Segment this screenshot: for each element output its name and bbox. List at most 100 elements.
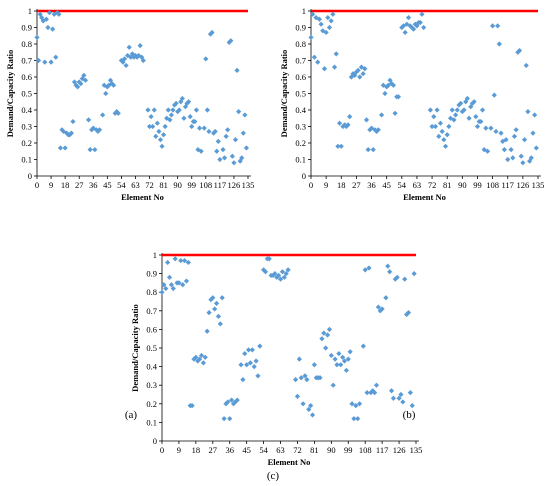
x-tick-label-b-10: 90 (458, 180, 467, 190)
data-point-c-66 (292, 377, 299, 383)
data-point-c-63 (281, 274, 287, 280)
data-point-a-118 (229, 153, 235, 159)
data-point-a-117 (228, 38, 234, 44)
data-point-c-45 (245, 347, 252, 353)
data-point-b-94 (474, 123, 481, 130)
data-point-a-6 (43, 16, 49, 22)
data-point-c-61 (277, 276, 284, 282)
data-point-c-96 (349, 401, 355, 407)
data-point-a-39 (96, 127, 103, 133)
data-point-b-28 (355, 67, 361, 73)
data-point-a-103 (204, 107, 210, 113)
data-point-a-59 (131, 54, 137, 60)
y-tick-label-a-5: 0.5 (21, 89, 32, 99)
data-point-b-125 (530, 130, 536, 136)
panel-label-b: (b) (403, 409, 416, 421)
data-point-c-51 (257, 343, 263, 349)
data-point-c-10 (178, 257, 184, 264)
x-tick-label-a-9: 81 (159, 180, 168, 190)
data-point-c-65 (285, 267, 291, 273)
data-point-c-102 (362, 267, 368, 273)
data-point-a-66 (145, 107, 151, 113)
data-point-a-52 (120, 59, 126, 65)
panel-label-c: (c) (267, 470, 280, 482)
data-point-b-63 (417, 19, 423, 26)
data-point-a-101 (201, 125, 207, 131)
y-tick-label-c-2: 0.2 (146, 399, 157, 409)
x-tick-label-a-11: 99 (187, 180, 196, 190)
data-point-c-75 (309, 412, 316, 418)
data-point-b-53 (400, 23, 407, 29)
y-tick-label-b-4: 0.4 (295, 105, 306, 115)
panel-label-a: (a) (125, 409, 138, 421)
data-point-a-72 (154, 120, 160, 126)
data-point-b-57 (407, 23, 413, 29)
data-point-b-107 (498, 130, 504, 136)
data-point-a-44 (106, 82, 112, 88)
data-point-c-74 (308, 403, 314, 409)
data-point-a-68 (148, 114, 154, 120)
data-point-c-21 (198, 352, 205, 359)
data-point-b-102 (490, 23, 496, 29)
x-tick-label-a-7: 63 (131, 180, 140, 190)
x-tick-label-c-7: 63 (276, 445, 285, 455)
data-point-c-35 (225, 399, 231, 405)
data-point-a-94 (189, 123, 195, 130)
data-point-b-72 (437, 120, 444, 126)
data-point-c-31 (217, 321, 223, 327)
data-point-b-4 (315, 59, 321, 65)
data-point-c-44 (244, 362, 250, 368)
x-tick-label-b-9: 81 (443, 180, 452, 190)
x-tick-label-a-8: 72 (145, 180, 154, 190)
data-point-b-11 (326, 24, 333, 31)
data-point-c-103 (364, 390, 370, 396)
y-tick-label-a-8: 0.8 (21, 39, 32, 49)
data-point-c-98 (353, 403, 359, 409)
data-point-b-64 (419, 11, 425, 17)
y-tick-label-b-0: 0 (302, 171, 306, 181)
data-point-c-42 (240, 377, 246, 383)
y-axis-title-a: Demand/Capacity Ratio (5, 50, 15, 138)
data-point-c-48 (251, 364, 257, 370)
data-point-a-127 (243, 145, 250, 151)
data-point-a-28 (78, 81, 84, 87)
data-point-a-114 (223, 133, 229, 139)
data-point-b-112 (508, 147, 514, 153)
x-tick-label-b-6: 54 (398, 180, 407, 190)
data-point-c-124 (405, 310, 412, 316)
data-point-b-24 (348, 74, 354, 80)
data-point-b-104 (493, 128, 499, 135)
data-point-c-12 (181, 257, 188, 264)
data-point-b-32 (362, 66, 368, 72)
x-tick-label-b-11: 99 (473, 180, 482, 190)
data-point-b-5 (316, 16, 323, 22)
x-tick-label-c-0: 0 (160, 445, 164, 455)
data-point-b-75 (442, 143, 449, 149)
data-point-b-48 (390, 82, 396, 88)
x-tick-label-c-10: 90 (327, 445, 336, 455)
data-point-a-100 (198, 148, 204, 154)
data-point-c-113 (385, 263, 391, 269)
x-tick-label-c-9: 81 (310, 445, 319, 455)
chart-panel-b: 0 0.1 0.2 0.3 0.4 0.5 0.6 0.7 0.8 0.9 1 0 9 18 27 36 45 5… (279, 6, 544, 202)
y-tick-label-b-1: 0.1 (295, 155, 306, 165)
data-point-c-108 (373, 382, 380, 388)
x-tick-label-c-1: 9 (177, 445, 181, 455)
data-point-c-118 (394, 274, 400, 280)
data-point-a-110 (215, 138, 221, 144)
data-point-c-28 (212, 306, 218, 312)
data-point-a-124 (239, 155, 245, 161)
data-point-a-73 (156, 128, 162, 135)
data-point-a-69 (150, 123, 156, 130)
data-point-a-121 (234, 67, 240, 73)
data-point-c-29 (213, 300, 220, 306)
x-tick-label-b-3: 27 (352, 180, 361, 190)
data-point-b-82 (454, 107, 460, 113)
y-tick-label-b-6: 0.6 (295, 72, 306, 82)
data-point-c-69 (298, 375, 304, 381)
data-point-c-64 (283, 271, 289, 277)
data-point-b-54 (402, 29, 408, 36)
data-point-a-30 (81, 72, 87, 78)
data-point-b-76 (444, 132, 450, 138)
data-point-c-36 (227, 416, 233, 422)
